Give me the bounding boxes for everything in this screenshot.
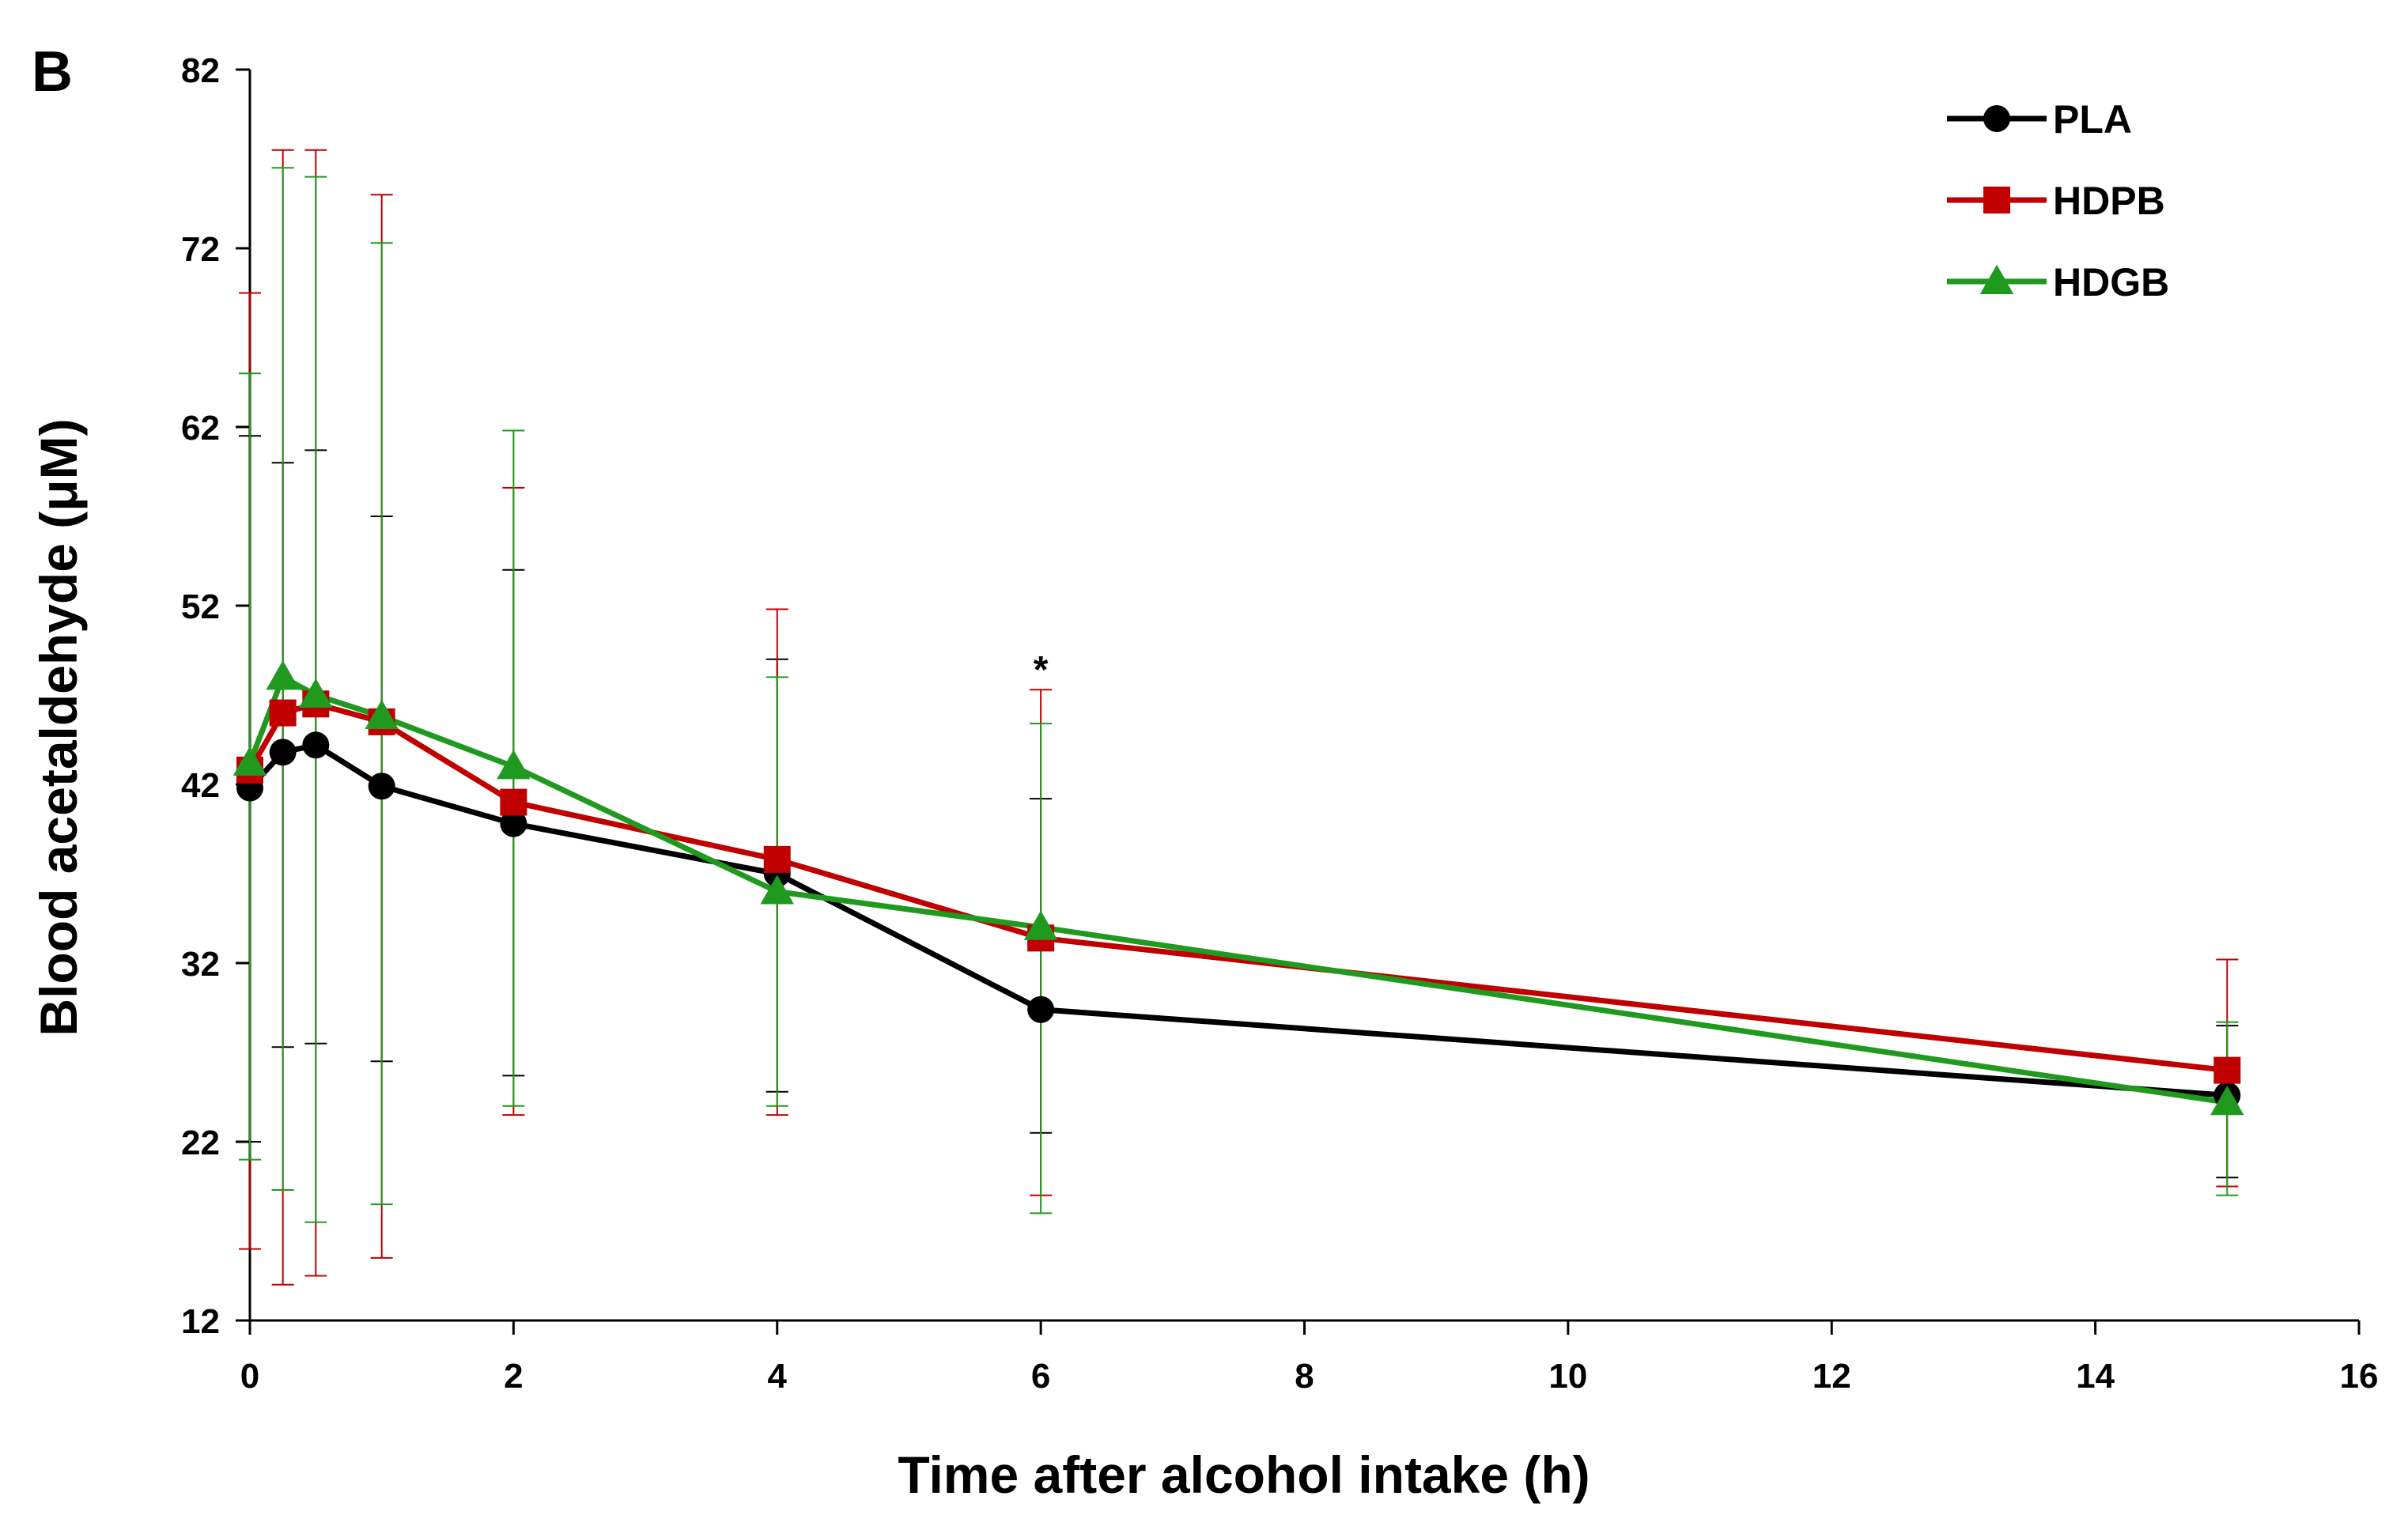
x-tick-label-10: 10 bbox=[1548, 1357, 1587, 1396]
x-tick-label-0: 0 bbox=[240, 1357, 259, 1396]
y-tick-label-22: 22 bbox=[181, 1124, 220, 1162]
series-lines bbox=[247, 674, 2228, 1105]
point-HDPB-5 bbox=[763, 845, 791, 873]
point-HDPB-1 bbox=[269, 699, 297, 727]
legend: PLA HDPB HDGB bbox=[1947, 97, 2169, 304]
point-HDGB-3 bbox=[365, 699, 399, 730]
point-HDGB-0 bbox=[232, 746, 267, 776]
legend-marker-HDGB bbox=[1979, 264, 2014, 294]
y-tick-label-42: 42 bbox=[181, 766, 220, 805]
y-tick-label-32: 32 bbox=[181, 945, 220, 984]
x-tick-label-14: 14 bbox=[2076, 1357, 2115, 1396]
series-line-HDPB bbox=[247, 701, 2228, 1074]
point-PLA-1 bbox=[269, 739, 297, 766]
point-PLA-6 bbox=[1027, 995, 1055, 1023]
legend-label-PLA: PLA bbox=[2053, 97, 2132, 142]
y-tick-label-72: 72 bbox=[181, 230, 220, 269]
point-PLA-2 bbox=[302, 731, 330, 759]
y-tick-label-62: 62 bbox=[181, 409, 220, 448]
point-HDGB-4 bbox=[497, 750, 531, 780]
panel-label: B bbox=[32, 40, 73, 104]
point-HDPB-4 bbox=[500, 788, 527, 816]
series-line-PLA bbox=[248, 742, 2228, 1098]
point-PLA-3 bbox=[368, 773, 395, 800]
legend-marker-HDPB bbox=[1983, 187, 2010, 213]
y-tick-label-82: 82 bbox=[181, 51, 220, 90]
axes: 0 2 4 6 8 10 12 14 16 12 22 32 42 52 62 72 82 bbox=[181, 51, 2378, 1396]
series-markers bbox=[232, 660, 2244, 1116]
legend-label-HDPB: HDPB bbox=[2053, 179, 2165, 223]
error-bars bbox=[239, 149, 2239, 1286]
point-HDGB-7 bbox=[2210, 1086, 2244, 1116]
y-tick-label-12: 12 bbox=[181, 1302, 220, 1341]
point-PLA-4 bbox=[500, 810, 527, 837]
legend-label-HDGB: HDGB bbox=[2053, 260, 2169, 304]
x-tick-label-8: 8 bbox=[1295, 1357, 1314, 1396]
point-HDPB-7 bbox=[2213, 1056, 2241, 1084]
x-tick-label-6: 6 bbox=[1031, 1357, 1050, 1396]
point-HDGB-2 bbox=[299, 678, 333, 708]
y-tick-label-52: 52 bbox=[181, 587, 220, 626]
x-tick-label-16: 16 bbox=[2340, 1357, 2379, 1396]
point-HDGB-6 bbox=[1023, 910, 1058, 940]
legend-marker-PLA bbox=[1983, 105, 2010, 132]
x-tick-label-4: 4 bbox=[768, 1357, 788, 1396]
x-tick-label-2: 2 bbox=[504, 1357, 523, 1396]
y-axis-title: Blood acetaldehyde (μM) bbox=[29, 418, 88, 1036]
x-tick-label-12: 12 bbox=[1813, 1357, 1851, 1396]
point-HDGB-5 bbox=[760, 875, 794, 905]
annotations: * bbox=[1034, 649, 1049, 691]
point-HDGB-1 bbox=[266, 660, 300, 690]
significance-marker-0: * bbox=[1034, 649, 1049, 691]
x-axis-title: Time after alcohol intake (h) bbox=[898, 1445, 1590, 1504]
